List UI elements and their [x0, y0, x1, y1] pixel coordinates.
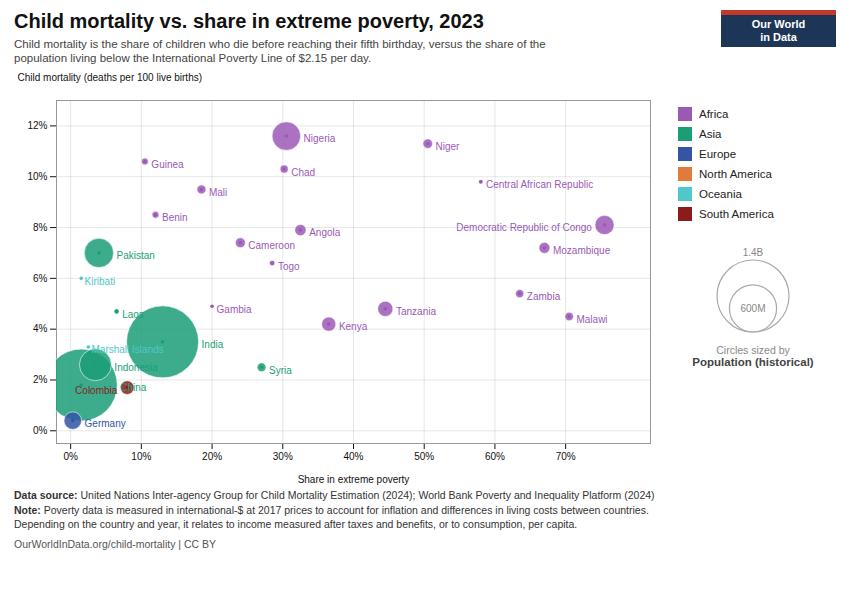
svg-text:Chad: Chad: [291, 166, 315, 177]
svg-text:Nigeria: Nigeria: [304, 133, 336, 144]
svg-text:12%: 12%: [27, 120, 47, 131]
svg-text:20%: 20%: [202, 450, 222, 461]
svg-text:Mozambique: Mozambique: [553, 245, 611, 256]
svg-text:Kenya: Kenya: [339, 321, 368, 332]
svg-text:Malawi: Malawi: [576, 314, 607, 325]
svg-text:Pakistan: Pakistan: [117, 250, 155, 261]
html-text:North America: North America: [699, 167, 772, 180]
html-text:OurWorldInData.org/child-morta: OurWorldInData.org/child-mortality | CC …: [14, 537, 217, 550]
html-text:South America: South America: [699, 207, 774, 220]
svg-text:0%: 0%: [63, 450, 78, 461]
html-text:Asia: Asia: [699, 127, 722, 140]
html-text:Note: Poverty data is measured: Note: Poverty data is measured in intern…: [14, 504, 649, 530]
html-text:in Data: in Data: [760, 31, 797, 43]
svg-text:Syria: Syria: [269, 364, 292, 375]
html-text:Child mortality vs. share in e: Child mortality vs. share in extreme pov…: [14, 10, 484, 32]
svg-text:Share in extreme poverty: Share in extreme poverty: [298, 473, 410, 484]
svg-text:Colombia: Colombia: [75, 385, 118, 396]
svg-text:50%: 50%: [414, 450, 434, 461]
svg-text:Benin: Benin: [162, 212, 188, 223]
html-text:Europe: Europe: [699, 147, 737, 160]
svg-text:8%: 8%: [33, 221, 48, 232]
svg-text:60%: 60%: [485, 450, 505, 461]
svg-text:Central African Republic: Central African Republic: [486, 179, 593, 190]
svg-text:Indonesia: Indonesia: [114, 362, 158, 373]
svg-text:Niger: Niger: [436, 141, 461, 152]
svg-text:Marshall Islands: Marshall Islands: [92, 344, 164, 355]
svg-text:Democratic Republic of Congo: Democratic Republic of Congo: [456, 222, 592, 233]
svg-text:70%: 70%: [556, 450, 576, 461]
svg-text:0%: 0%: [33, 425, 48, 436]
svg-text:Togo: Togo: [278, 260, 300, 271]
html-text:Child mortality is the share o: Child mortality is the share of children…: [14, 38, 546, 65]
svg-text:600M: 600M: [740, 302, 765, 313]
svg-text:30%: 30%: [273, 450, 293, 461]
html-text:Data source: United Nations In: Data source: United Nations Inter-agency…: [14, 488, 655, 501]
svg-text:Gambia: Gambia: [217, 303, 252, 314]
svg-text:Angola: Angola: [309, 227, 341, 238]
svg-text:40%: 40%: [343, 450, 363, 461]
svg-text:1.4B: 1.4B: [743, 247, 764, 258]
svg-text:Mali: Mali: [209, 187, 227, 198]
html-text:Population (historical): Population (historical): [692, 355, 814, 368]
svg-text:Guinea: Guinea: [151, 159, 184, 170]
html-text:Oceania: Oceania: [699, 187, 742, 200]
svg-text:6%: 6%: [33, 272, 48, 283]
svg-text:Cameroon: Cameroon: [248, 240, 295, 251]
svg-text:4%: 4%: [33, 323, 48, 334]
svg-text:2%: 2%: [33, 374, 48, 385]
svg-text:Tanzania: Tanzania: [396, 306, 436, 317]
svg-text:10%: 10%: [27, 171, 47, 182]
svg-text:Kiribati: Kiribati: [85, 276, 116, 287]
svg-text:China: China: [120, 382, 147, 393]
svg-text:Zambia: Zambia: [527, 291, 561, 302]
svg-text:India: India: [202, 339, 224, 350]
html-text:Our World: Our World: [751, 18, 806, 31]
svg-text:Child mortality (deaths per 10: Child mortality (deaths per 100 live bir…: [18, 71, 203, 82]
html-text:Circles sized by: Circles sized by: [716, 343, 790, 356]
svg-text:Laos: Laos: [122, 309, 144, 320]
svg-text:Germany: Germany: [85, 418, 126, 429]
html-text:Africa: Africa: [699, 107, 729, 120]
svg-text:10%: 10%: [131, 450, 151, 461]
